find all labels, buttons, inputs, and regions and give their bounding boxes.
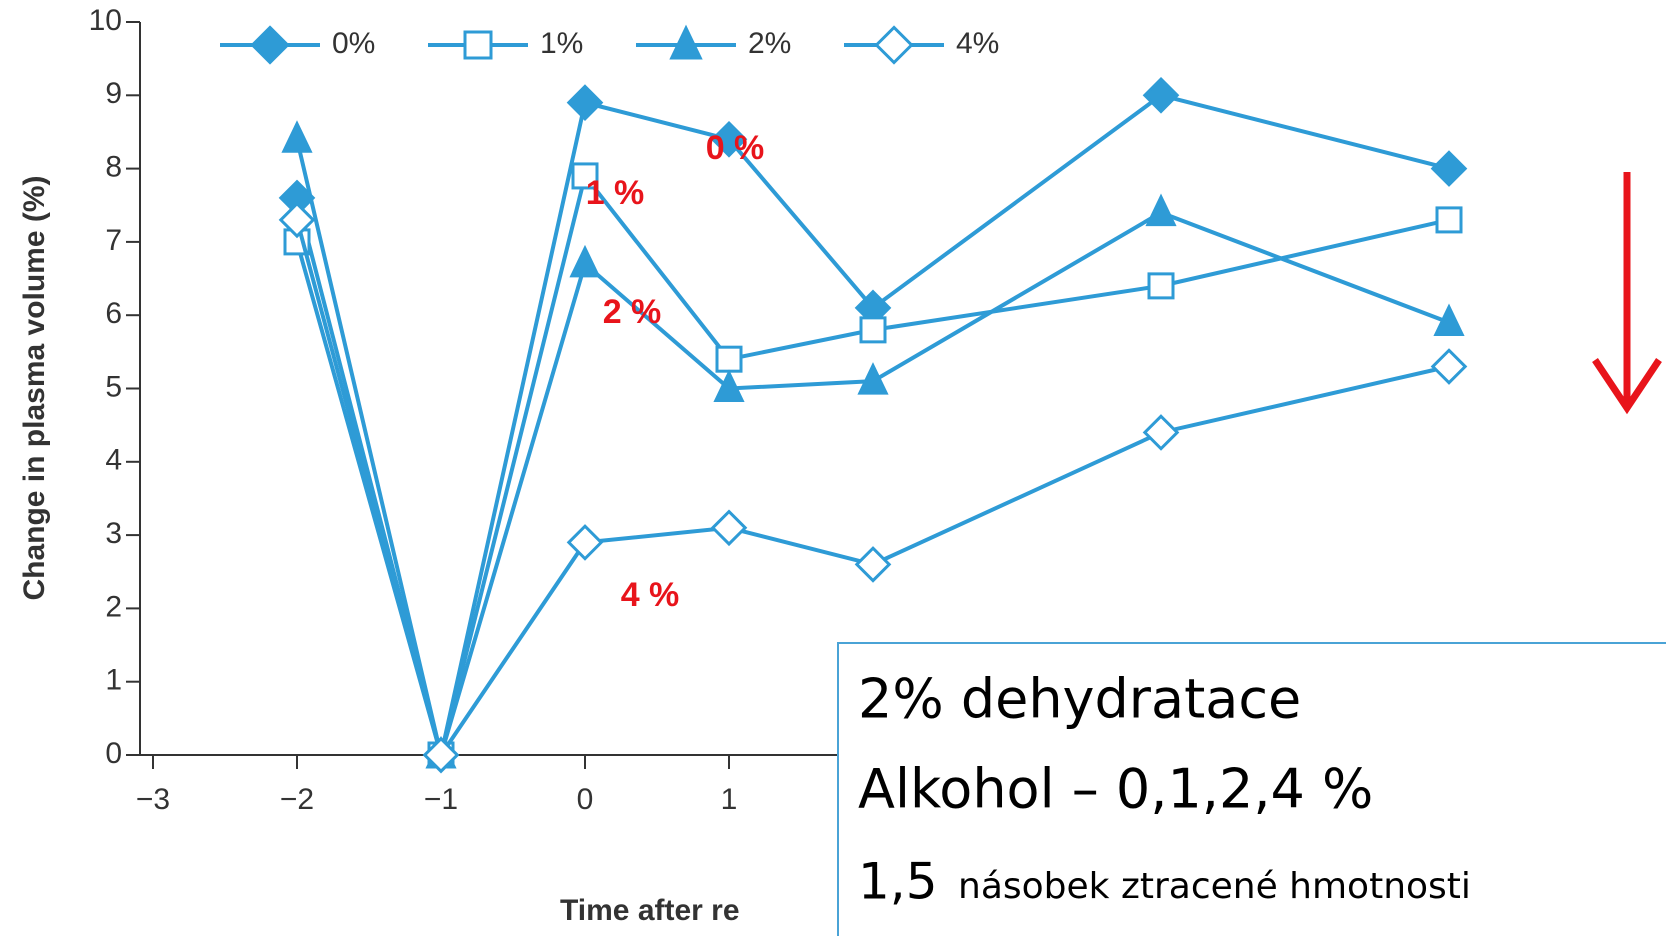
marker <box>1142 414 1180 451</box>
marker <box>281 120 313 153</box>
x-tick-label: −1 <box>424 783 458 816</box>
y-tick-label: 10 <box>89 4 122 37</box>
marker <box>1147 272 1175 300</box>
y-tick-label: 7 <box>105 224 122 257</box>
y-tick-label: 3 <box>105 517 122 550</box>
legend-label: 1% <box>540 27 583 60</box>
marker <box>713 369 745 402</box>
annotation: 0 % <box>706 129 765 167</box>
marker <box>1435 206 1463 234</box>
y-tick-label: 9 <box>105 77 122 110</box>
y-tick-label: 6 <box>105 297 122 330</box>
text-box <box>837 642 1666 936</box>
box-line: Alkohol – 0,1,2,4 % <box>858 758 1373 821</box>
y-tick-label: 1 <box>105 664 122 697</box>
marker <box>566 524 604 561</box>
marker <box>1430 150 1468 187</box>
marker <box>857 362 889 395</box>
legend-label: 0% <box>332 27 375 60</box>
annotation: 1 % <box>586 174 645 212</box>
marker <box>422 736 460 774</box>
x-tick-label: −2 <box>280 783 314 816</box>
legend-label: 4% <box>956 27 999 60</box>
marker <box>250 25 290 65</box>
marker <box>566 84 604 121</box>
box-line: 1,5 <box>858 853 938 911</box>
marker <box>1433 303 1465 337</box>
y-axis-label: Change in plasma volume (%) <box>18 175 51 600</box>
box-line: násobek ztracené hmotnosti <box>958 866 1471 907</box>
red-arrow <box>1592 172 1662 415</box>
box-line: 2% dehydratace <box>858 668 1301 731</box>
legend: 0% 1% 2% 4% <box>220 24 999 65</box>
annotation: 4 % <box>621 576 680 614</box>
marker <box>571 162 599 190</box>
marker <box>710 509 748 547</box>
x-tick-label: −3 <box>136 783 170 816</box>
marker <box>569 244 601 278</box>
x-tick-label: 0 <box>577 783 594 816</box>
x-axis-label: Time after re <box>560 894 740 927</box>
legend-label: 2% <box>748 27 791 60</box>
plot: 0 1 2 3 4 5 6 7 8 9 10 −3 −2 −1 0 1 0% 1% 2% 4% <box>89 4 1536 816</box>
marker <box>859 316 887 344</box>
marker <box>1145 193 1177 227</box>
marker <box>278 201 316 239</box>
marker <box>463 30 493 60</box>
y-tick-label: 5 <box>105 370 122 403</box>
annotation: 2 % <box>603 293 662 331</box>
y-tick-label: 0 <box>105 737 122 770</box>
marker <box>669 24 703 60</box>
y-tick-label: 8 <box>105 151 122 184</box>
marker <box>1430 348 1468 385</box>
x-tick-label: 1 <box>721 783 738 816</box>
y-tick-label: 4 <box>105 444 122 477</box>
marker <box>874 25 914 65</box>
marker <box>715 345 743 373</box>
marker <box>854 546 892 583</box>
y-tick-label: 2 <box>105 590 122 623</box>
marker <box>1142 76 1180 114</box>
marker <box>710 120 748 158</box>
